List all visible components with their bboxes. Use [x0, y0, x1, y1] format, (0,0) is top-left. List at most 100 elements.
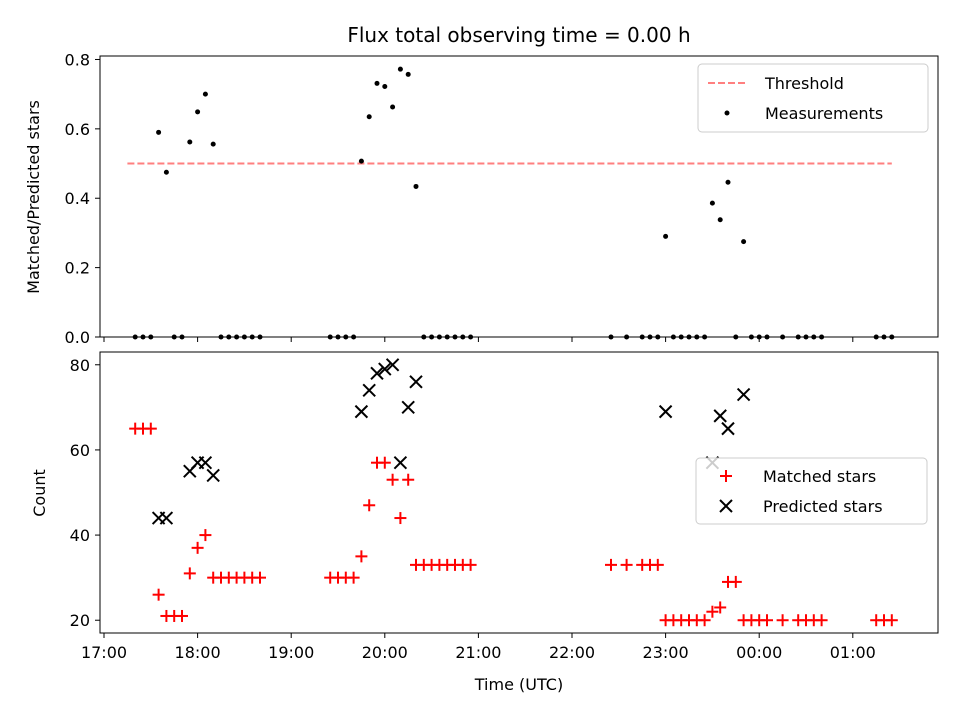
x-tick-label: 00:00	[736, 643, 782, 662]
matched-star-point	[347, 571, 360, 584]
matched-star-point	[402, 473, 415, 486]
measurement-point	[397, 66, 403, 72]
matched-star-point	[714, 601, 727, 614]
bottom-axes-frame	[99, 351, 939, 634]
matched-star-point	[698, 614, 711, 627]
predicted-star-point	[159, 511, 174, 525]
y-tick-label: 0.2	[65, 259, 90, 278]
predicted-star-point	[354, 404, 369, 419]
matched-star-point	[144, 422, 157, 435]
measurement-point	[405, 71, 411, 77]
top-legend-box	[697, 63, 929, 133]
measurement-point	[156, 129, 162, 135]
predicted-star-point	[362, 383, 376, 398]
x-tick-label: 21:00	[455, 643, 501, 662]
matched-star-point	[464, 558, 477, 571]
top-panel: 0.00.20.40.60.8 Matched/Predicted stars …	[24, 50, 939, 347]
y-tick-label: 0.0	[65, 328, 90, 347]
measurement-point	[382, 84, 388, 90]
x-tick-label: 19:00	[268, 643, 314, 662]
measurement-point	[366, 114, 372, 120]
bottom-legend-box	[695, 457, 928, 525]
bottom-y-axis: 20 40 60 80	[70, 356, 100, 630]
bottom-y-axis-label: Count	[30, 469, 49, 517]
chart-title: Flux total observing time = 0.00 h	[347, 23, 690, 47]
measurement-point	[741, 239, 747, 245]
matched-star-point	[152, 588, 165, 601]
x-tick-label: 17:00	[81, 643, 127, 662]
top-y-axis: 0.0 0.2 0.4 0.6 0.8	[65, 50, 100, 347]
bottom-plot-area	[129, 358, 898, 627]
y-tick-label: 0.8	[65, 50, 90, 69]
matched-star-point	[605, 558, 617, 571]
measurement-point	[374, 80, 380, 86]
matched-star-point	[176, 609, 188, 622]
predicted-star-point	[401, 400, 415, 415]
measurements-legend-marker	[724, 110, 730, 116]
matched-star-point	[651, 558, 664, 571]
y-tick-label: 0.4	[65, 189, 90, 208]
matched-star-point	[815, 614, 828, 627]
matched-star-point	[885, 614, 898, 627]
matched-legend-label: Matched stars	[763, 467, 876, 486]
top-axes-frame	[99, 55, 939, 338]
predicted-legend-marker	[719, 499, 733, 513]
matched-star-point	[378, 456, 391, 469]
measurement-point	[390, 104, 396, 110]
matched-star-point	[355, 550, 368, 563]
measurement-point	[163, 169, 169, 175]
x-tick-label: 20:00	[362, 643, 408, 662]
y-tick-label: 20	[70, 611, 90, 630]
matched-star-point	[620, 558, 633, 571]
matched-star-point	[254, 571, 266, 584]
x-tick-label: 01:00	[830, 643, 876, 662]
matched-star-point	[199, 529, 212, 542]
predicted-star-point	[736, 387, 751, 402]
bottom-panel: 20 40 60 80 17:00 18:00 19:00 20:00 21:00 22:00 2…	[30, 351, 939, 694]
top-x-ticks	[103, 337, 854, 342]
top-legend: Threshold Measurements	[697, 63, 929, 133]
bottom-legend: Matched stars Predicted stars	[695, 457, 928, 525]
measurement-point	[709, 200, 715, 206]
predicted-star-point	[198, 455, 213, 470]
y-tick-label: 40	[70, 526, 90, 545]
predicted-star-point	[393, 455, 408, 470]
y-tick-label: 60	[70, 441, 90, 460]
measurement-point	[413, 183, 419, 189]
bottom-x-axis: 17:00 18:00 19:00 20:00 21:00 22:00 23:00 00:00…	[81, 633, 876, 662]
predicted-star-point	[713, 409, 727, 423]
matched-star-point	[386, 473, 399, 486]
measurement-point	[195, 109, 201, 115]
matched-star-point	[394, 512, 407, 525]
matched-star-point	[776, 614, 789, 627]
measurement-point	[717, 217, 723, 223]
x-tick-label: 22:00	[549, 643, 595, 662]
measurements-legend-label: Measurements	[765, 104, 883, 123]
predicted-star-point	[409, 375, 423, 389]
predicted-star-point	[378, 362, 392, 376]
predicted-star-point	[658, 404, 673, 419]
predicted-star-point	[385, 358, 400, 372]
matched-legend-marker	[720, 470, 732, 482]
threshold-legend-label: Threshold	[764, 74, 844, 93]
predicted-star-point	[370, 366, 384, 380]
measurement-point	[663, 233, 669, 239]
matched-star-point	[183, 567, 196, 580]
matched-star-point	[191, 541, 204, 554]
y-tick-label: 0.6	[65, 120, 90, 139]
y-tick-label: 80	[70, 356, 90, 375]
x-tick-label: 23:00	[643, 643, 689, 662]
x-axis-label: Time (UTC)	[474, 675, 563, 694]
predicted-star-point	[206, 468, 220, 483]
measurement-point	[358, 158, 364, 164]
matched-star-point	[363, 499, 376, 512]
measurement-point	[202, 91, 208, 97]
measurement-point	[187, 139, 193, 145]
top-y-axis-label: Matched/Predicted stars	[24, 100, 43, 294]
matched-star-point	[761, 614, 773, 627]
predicted-legend-label: Predicted stars	[763, 497, 883, 516]
x-tick-label: 18:00	[175, 643, 221, 662]
measurement-point	[725, 179, 731, 185]
predicted-star-point	[721, 421, 735, 436]
